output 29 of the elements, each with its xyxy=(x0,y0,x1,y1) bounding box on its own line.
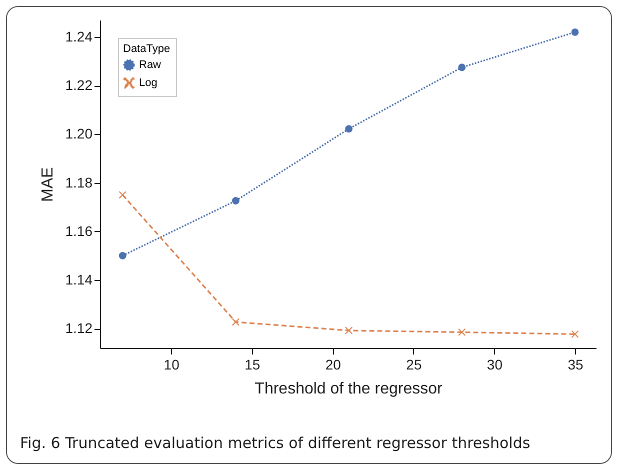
point xyxy=(345,125,353,133)
legend-title: DataType xyxy=(123,43,170,55)
caption: Fig. 6 Truncated evaluation metrics of different regressor thresholds xyxy=(20,434,530,452)
point xyxy=(458,328,466,336)
y-tick-label: 1.14 xyxy=(65,271,93,288)
point xyxy=(458,64,466,72)
y-tick-label: 1.16 xyxy=(65,222,93,239)
y-tick-label: 1.20 xyxy=(65,126,93,142)
y-axis-title: MAE xyxy=(39,167,56,202)
legend-label: Raw xyxy=(139,59,162,71)
x-tick-label: 10 xyxy=(164,356,180,372)
x-tick-label: 15 xyxy=(244,356,260,372)
x-tick-label: 30 xyxy=(486,356,503,372)
y-tick-label: 1.12 xyxy=(65,320,93,336)
point xyxy=(345,326,353,334)
point xyxy=(118,191,126,199)
point xyxy=(118,252,126,260)
legend-label: Log xyxy=(139,77,158,89)
point xyxy=(571,28,579,36)
y-tick-label: 1.22 xyxy=(65,77,93,94)
x-tick-label: 25 xyxy=(406,356,422,372)
point xyxy=(232,318,240,326)
point xyxy=(571,330,579,338)
x-axis-title: Threshold of the regressor xyxy=(254,380,443,398)
x-tick-label: 20 xyxy=(325,356,342,372)
point xyxy=(232,197,240,204)
y-tick-label: 1.24 xyxy=(65,28,93,45)
y-tick-label: 1.18 xyxy=(65,174,93,190)
x-tick-label: 35 xyxy=(568,356,584,372)
